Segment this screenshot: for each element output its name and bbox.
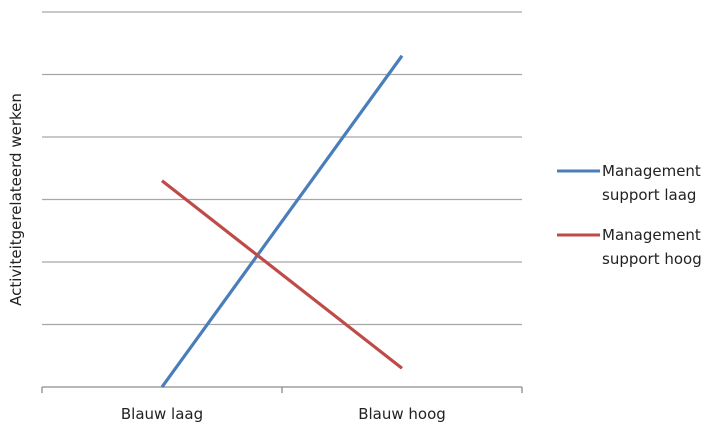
series-line-management-support-laag bbox=[160, 54, 404, 388]
legend-label-management-support-hoog: Management support hoog bbox=[602, 226, 706, 268]
gridlines bbox=[42, 11, 522, 326]
legend-label-line: support laag bbox=[602, 186, 696, 204]
x-tick-label-blauw-laag: Blauw laag bbox=[121, 405, 203, 423]
series-lines bbox=[160, 54, 404, 388]
x-tick-label-blauw-hoog: Blauw hoog bbox=[358, 405, 446, 423]
legend-label-management-support-laag: Management support laag bbox=[602, 162, 706, 204]
series-line-management-support-hoog bbox=[161, 179, 403, 370]
x-axis: Blauw laag Blauw hoog bbox=[41, 386, 523, 423]
legend-label-line: Management bbox=[602, 226, 701, 244]
legend-label-line: Management bbox=[602, 162, 701, 180]
y-axis-title: Activiteitgerelateerd werken bbox=[7, 93, 25, 306]
legend-label-line: support hoog bbox=[602, 250, 702, 268]
legend: Management support laag Management suppo… bbox=[557, 162, 706, 268]
